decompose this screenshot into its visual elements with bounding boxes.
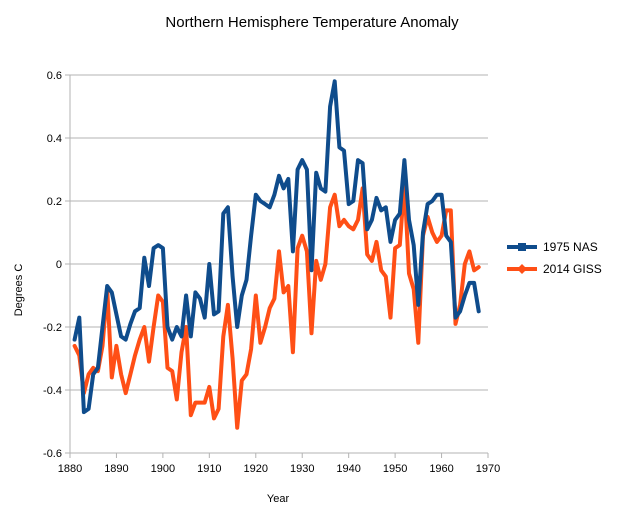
legend-label: 1975 NAS bbox=[543, 240, 598, 254]
x-tick-label: 1940 bbox=[336, 463, 360, 475]
x-axis-label: Year bbox=[267, 493, 290, 505]
y-tick-label: 0.4 bbox=[47, 133, 62, 145]
x-tick-label: 1910 bbox=[197, 463, 221, 475]
axes bbox=[65, 74, 489, 458]
legend-label: 2014 GISS bbox=[543, 262, 602, 276]
y-axis-label: Degrees C bbox=[13, 264, 25, 317]
series-lines bbox=[72, 79, 481, 430]
series-line-2014-giss bbox=[72, 180, 481, 430]
legend: 1975 NAS 2014 GISS bbox=[507, 240, 602, 276]
y-tick-label: 0 bbox=[56, 259, 62, 271]
x-tick-label: 1920 bbox=[244, 463, 268, 475]
legend-marker-diamond bbox=[517, 264, 527, 274]
y-tick-label: -0.6 bbox=[43, 448, 62, 460]
y-tick-label: 0.2 bbox=[47, 196, 62, 208]
gridlines bbox=[70, 74, 488, 454]
x-tick-label: 1930 bbox=[290, 463, 314, 475]
x-tick-label: 1960 bbox=[429, 463, 453, 475]
chart-title: Northern Hemisphere Temperature Anomaly bbox=[165, 14, 459, 31]
x-tick-label: 1950 bbox=[383, 463, 407, 475]
series-line-1975-nas bbox=[72, 79, 481, 415]
y-tick-label: -0.2 bbox=[43, 322, 62, 334]
x-tick-label: 1890 bbox=[104, 463, 128, 475]
legend-marker-square bbox=[518, 243, 526, 251]
x-tick-labels: 1880 1890 1900 1910 1920 1930 1940 1950 1960 1970 bbox=[58, 463, 500, 475]
x-tick-label: 1970 bbox=[476, 463, 500, 475]
y-tick-label: 0.6 bbox=[47, 70, 62, 82]
x-tick-label: 1900 bbox=[151, 463, 175, 475]
x-tick-label: 1880 bbox=[58, 463, 82, 475]
y-tick-labels: -0.6 -0.4 -0.2 0 0.2 0.4 0.6 bbox=[43, 70, 62, 460]
y-tick-label: -0.4 bbox=[43, 385, 62, 397]
